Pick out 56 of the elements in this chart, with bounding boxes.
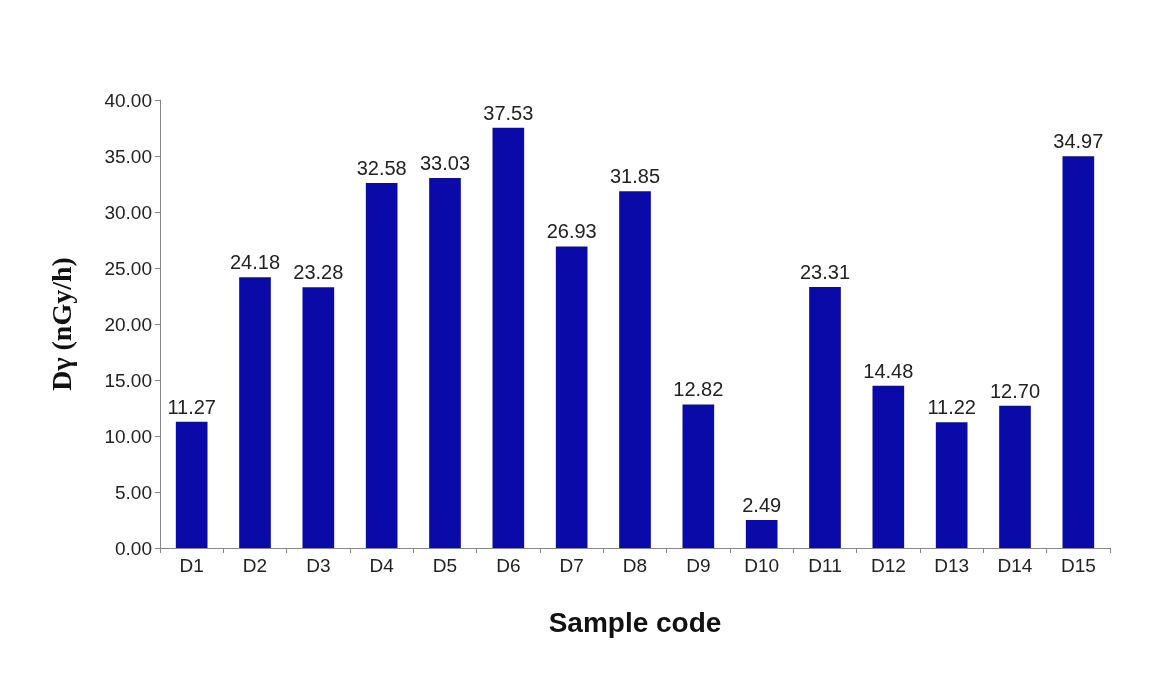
x-tick-label: D4 <box>369 555 395 576</box>
y-tick-label: 0.00 <box>115 537 152 559</box>
x-tick-label: D15 <box>1060 555 1096 576</box>
y-tick-label: 20.00 <box>104 313 152 335</box>
bar <box>619 191 651 548</box>
data-label: 26.93 <box>546 220 597 243</box>
bar <box>682 404 715 548</box>
x-tick-label: D14 <box>997 555 1033 576</box>
x-tick-label: D7 <box>559 555 584 576</box>
y-tick-label: 10.00 <box>104 425 152 447</box>
y-tick-label: 30.00 <box>104 201 152 223</box>
bar <box>302 287 335 548</box>
bar <box>555 246 588 548</box>
bar <box>999 405 1031 548</box>
data-label: 34.97 <box>1053 130 1104 153</box>
x-tick-label: D10 <box>744 555 780 576</box>
bar <box>809 286 841 548</box>
x-axis-title: Sample code <box>548 606 722 638</box>
y-tick-label: 25.00 <box>104 257 152 279</box>
data-label: 23.31 <box>799 260 851 283</box>
data-label: 11.22 <box>927 396 976 419</box>
data-label: 12.82 <box>673 378 724 401</box>
y-tick-label: 35.00 <box>104 145 152 167</box>
bar <box>239 277 271 548</box>
x-tick-label: D11 <box>808 555 842 576</box>
x-tick-label: D9 <box>686 555 711 576</box>
x-tick-label: D5 <box>432 555 458 576</box>
x-tick-label: D1 <box>179 555 204 576</box>
x-tick-label: D12 <box>870 555 906 576</box>
bar <box>935 422 968 548</box>
bar <box>492 127 525 548</box>
y-axis-title: Dγ (nGy/h) <box>45 257 77 391</box>
x-tick-label: D8 <box>622 555 648 576</box>
bar <box>175 421 208 548</box>
data-label: 2.49 <box>742 494 782 517</box>
x-tick-label: D6 <box>496 555 521 576</box>
bar <box>365 183 398 548</box>
data-label: 12.70 <box>989 379 1041 402</box>
bar <box>745 520 778 548</box>
bar <box>429 178 461 548</box>
data-label: 24.18 <box>229 251 281 274</box>
x-tick-label: D13 <box>934 555 970 576</box>
y-tick-label: 5.00 <box>115 481 152 503</box>
data-label: 11.27 <box>167 395 216 418</box>
x-tick-label: D2 <box>242 555 268 576</box>
bar <box>1062 156 1095 548</box>
data-label: 37.53 <box>483 101 534 124</box>
x-tick-label: D3 <box>306 555 331 576</box>
data-label: 32.58 <box>356 157 407 180</box>
data-label: 31.85 <box>609 165 661 188</box>
y-tick-label: 15.00 <box>104 369 152 391</box>
y-tick-label: 40.00 <box>104 89 152 111</box>
data-label: 14.48 <box>863 359 914 382</box>
data-label: 23.28 <box>293 261 344 284</box>
data-label: 33.03 <box>419 152 471 175</box>
bar <box>872 385 905 548</box>
